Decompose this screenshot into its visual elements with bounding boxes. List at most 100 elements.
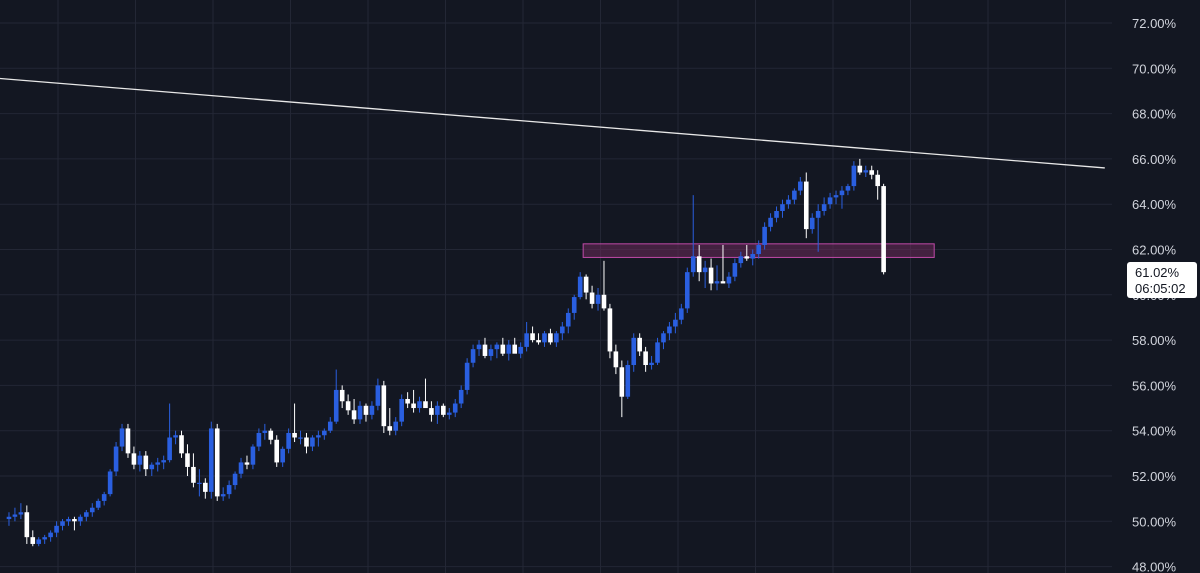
candle-body [506,344,512,354]
candle-body [191,466,196,483]
candle-body [280,448,285,463]
candle-body [482,344,488,356]
candle-body [875,174,880,187]
candle-body [667,326,672,334]
candle-body [839,190,845,196]
candle-body [107,471,113,495]
candle-body [554,333,559,343]
candle-body [726,276,732,284]
candle-body [149,464,155,470]
y-tick-label: 72.00% [1132,16,1177,31]
candle-body [333,389,339,422]
candle-body [583,276,589,293]
candle-body [768,217,773,227]
y-tick-label: 52.00% [1132,469,1177,484]
candle-body [613,351,619,368]
candle-body [833,195,839,198]
candle-body [488,349,494,356]
candle-body [494,344,500,350]
candle-body [441,405,446,415]
candle-body [351,410,357,420]
candle-body [637,337,642,352]
candle-series [6,158,886,547]
y-tick-label: 56.00% [1132,378,1177,393]
candle-body [631,337,637,366]
candle-body [48,532,53,538]
candle-body [30,537,36,544]
candle-body [387,426,393,431]
candle-body [316,435,321,438]
candle-body [625,365,631,397]
candle-body [125,428,131,454]
candle-body [512,344,518,354]
candle-body [851,165,857,187]
candle-body [869,170,875,175]
candle-body [619,367,625,397]
last-price-tag-box [1127,262,1197,298]
candle-body [131,453,137,465]
last-price-label: 61.02% [1135,265,1180,280]
candle-body [36,539,42,544]
candle-body [42,537,47,540]
candle-body [792,190,797,200]
candle-body [18,512,24,515]
candle-body [684,272,690,309]
candle-body [536,340,541,343]
y-tick-label: 66.00% [1132,152,1177,167]
candle-body [60,521,65,526]
candle-body [411,403,416,409]
candle-body [548,333,553,343]
candle-body [363,405,369,415]
candle-body [322,430,327,436]
candle-body [815,210,821,218]
candle-body [750,254,756,259]
trendline-line[interactable] [0,77,1105,169]
candle-body [446,412,452,415]
candle-body [530,333,535,341]
candle-body [375,385,381,406]
candle-body [857,165,863,173]
candle-body [256,432,262,447]
candle-body [780,204,785,211]
y-tick-label: 58.00% [1132,333,1177,348]
candle-body [423,401,428,409]
candle-body [12,514,18,517]
candle-body [708,267,714,284]
candle-body [720,281,726,284]
countdown-label: 06:05:02 [1135,281,1186,296]
candle-body [565,312,571,327]
candle-body [244,462,250,465]
candle-body [571,297,577,313]
candle-body [143,455,149,470]
candle-body [119,428,125,447]
y-tick-label: 54.00% [1132,424,1177,439]
candle-body [827,197,833,205]
candle-body [429,408,434,415]
candle-body [577,276,583,298]
candle-body [232,473,238,486]
candle-body [89,507,95,513]
candle-body [470,349,476,363]
candle-body [845,186,851,191]
candle-body [690,256,696,273]
candle-body [113,446,119,472]
candle-body [357,405,363,420]
candle-body [393,421,399,431]
candle-body [137,455,143,465]
candle-body [54,525,59,533]
candle-body [821,204,827,211]
candle-body [589,292,595,304]
candle-body [24,512,30,538]
candle-body [179,435,184,454]
candle-body [173,435,178,438]
candle-body [220,494,226,497]
candle-body [167,437,172,461]
candle-body [268,430,274,440]
candle-body [803,181,809,230]
price-axis[interactable]: 72.00%70.00%68.00%66.00%64.00%62.00%60.0… [1132,16,1177,573]
candle-body [452,403,458,413]
candle-body [601,294,607,309]
candle-body [809,217,815,230]
candle-body [744,256,750,259]
